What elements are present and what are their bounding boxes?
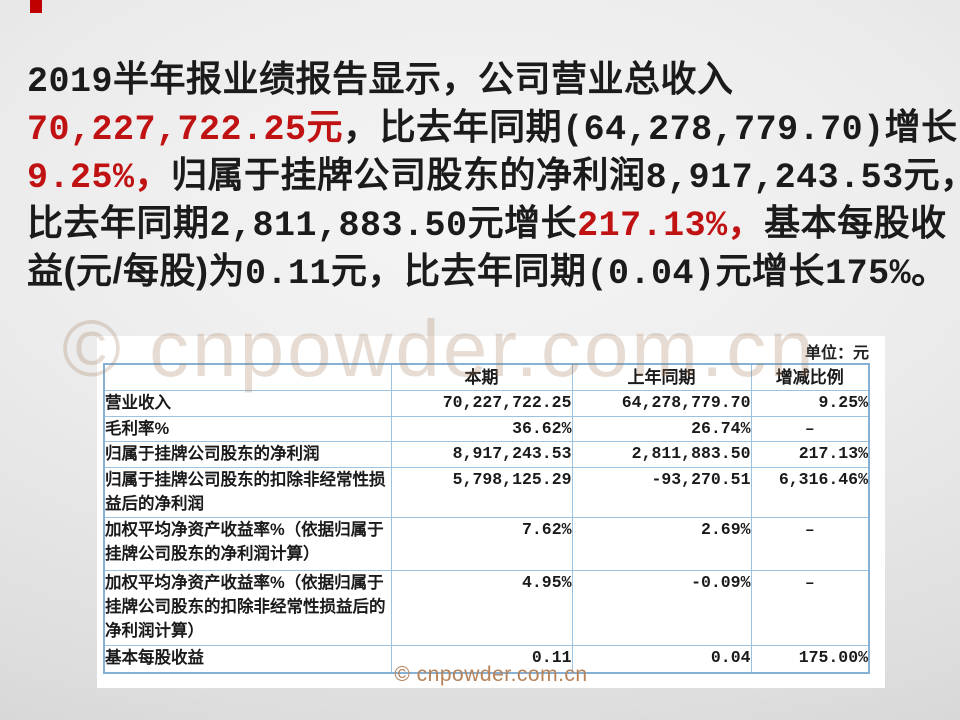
financial-table: 本期 上年同期 增减比例 营业收入 70,227,722.25 64,278,7… [103, 363, 870, 674]
white-panel: 单位：元 本期 上年同期 增减比例 营业收入 70,227,722.25 64,… [97, 336, 885, 688]
table-row: 归属于挂牌公司股东的净利润 8,917,243.53 2,811,883.50 … [103, 441, 870, 468]
table-row: 毛利率% 36.62% 26.74% – [103, 416, 870, 442]
intro-number: (64,278,779.70) [562, 110, 885, 150]
change-value-cell: 175.00% [750, 645, 870, 673]
intro-number: 8,917,243.53 [645, 158, 904, 198]
intro-text: 半年报业绩报告显示，公司营业总收入 [113, 58, 734, 99]
prior-value-cell: 0.04 [571, 645, 752, 673]
row-label-cell: 毛利率% [103, 416, 392, 442]
intro-number: 2,811,883.50 [209, 206, 468, 246]
row-label-cell: 归属于挂牌公司股东的扣除非经常性损益后的净利润 [103, 467, 392, 518]
intro-line: 益(元/每股)为0.11元，比去年同期(0.04)元增长175%。 [27, 247, 947, 295]
intro-text: 基本每股收 [764, 202, 947, 243]
current-value-cell: 0.11 [390, 645, 573, 673]
prior-value-cell: 2,811,883.50 [571, 441, 752, 468]
change-value-cell: – [750, 416, 870, 442]
intro-text: 元增长 [715, 250, 826, 291]
row-label-cell: 加权平均净资产收益率%（依据归属于挂牌公司股东的扣除非经常性损益后的净利润计算） [103, 570, 392, 646]
intro-text: ，比去年同期 [343, 106, 563, 147]
intro-highlight-number: 70,227,722.25 [27, 110, 307, 150]
intro-line: 比去年同期2,811,883.50元增长217.13%，基本每股收 [27, 199, 946, 247]
header-change-ratio: 增减比例 [750, 363, 870, 391]
change-value-cell: 217.13% [750, 441, 870, 468]
current-value-cell: 7.62% [390, 517, 573, 571]
intro-highlight: ， [134, 154, 172, 195]
change-value-cell: – [750, 517, 870, 571]
current-value-cell: 5,798,125.29 [390, 467, 573, 518]
table-row: 加权平均净资产收益率%（依据归属于挂牌公司股东的扣除非经常性损益后的净利润计算）… [103, 570, 870, 646]
intro-number: 175% [825, 254, 912, 294]
header-empty-cell [103, 363, 392, 391]
intro-text: 元增长 [467, 202, 578, 243]
prior-value-cell: -93,270.51 [571, 467, 752, 518]
current-value-cell: 36.62% [390, 416, 573, 442]
intro-text: 增长 [884, 106, 958, 147]
intro-number: 2019 [27, 62, 114, 102]
table-header-row: 本期 上年同期 增减比例 [103, 363, 870, 391]
intro-paragraph: 2019半年报业绩报告显示，公司营业总收入 70,227,722.25元，比去年… [27, 55, 960, 295]
current-value-cell: 4.95% [390, 570, 573, 646]
prior-value-cell: -0.09% [571, 570, 752, 646]
intro-line: 2019半年报业绩报告显示，公司营业总收入 [27, 55, 942, 103]
row-label-cell: 营业收入 [103, 390, 392, 417]
prior-value-cell: 2.69% [571, 517, 752, 571]
change-value-cell: 6,316.46% [750, 467, 870, 518]
intro-text: 元， [903, 154, 960, 195]
intro-text: 益(元/每股)为 [27, 250, 245, 291]
current-value-cell: 8,917,243.53 [390, 441, 573, 468]
change-value-cell: 9.25% [750, 390, 870, 417]
intro-line: 70,227,722.25元，比去年同期(64,278,779.70)增长 [27, 103, 957, 151]
intro-line: 9.25%，归属于挂牌公司股东的净利润8,917,243.53元， [27, 151, 960, 199]
intro-text: 归属于挂牌公司股东的净利润 [171, 154, 646, 195]
header-prior-period: 上年同期 [571, 363, 752, 391]
row-label-cell: 加权平均净资产收益率%（依据归属于挂牌公司股东的净利润计算） [103, 517, 392, 571]
current-value-cell: 70,227,722.25 [390, 390, 573, 417]
intro-highlight: 元 [306, 106, 344, 147]
table-row: 归属于挂牌公司股东的扣除非经常性损益后的净利润 5,798,125.29 -93… [103, 467, 870, 518]
intro-highlight: ， [727, 202, 765, 243]
table-row: 加权平均净资产收益率%（依据归属于挂牌公司股东的净利润计算） 7.62% 2.6… [103, 517, 870, 571]
table-row: 基本每股收益 0.11 0.04 175.00% [103, 645, 870, 673]
row-label-cell: 基本每股收益 [103, 645, 392, 673]
intro-number: 0.11 [244, 254, 331, 294]
intro-highlight-number: 217.13% [577, 206, 728, 246]
intro-text: 。 [911, 250, 948, 291]
intro-highlight-number: 9.25% [27, 158, 135, 198]
table-row: 营业收入 70,227,722.25 64,278,779.70 9.25% [103, 390, 870, 417]
prior-value-cell: 26.74% [571, 416, 752, 442]
intro-text: 元，比去年同期 [331, 250, 587, 291]
unit-label: 单位：元 [804, 345, 869, 362]
red-accent-mark [30, 0, 42, 13]
row-label-cell: 归属于挂牌公司股东的净利润 [103, 441, 392, 468]
change-value-cell: – [750, 570, 870, 646]
header-current-period: 本期 [390, 363, 573, 391]
intro-text: 比去年同期 [27, 202, 210, 243]
footer-credit: © cnpowder.com.cn [394, 663, 588, 686]
prior-value-cell: 64,278,779.70 [571, 390, 752, 417]
intro-number: (0.04) [586, 254, 716, 294]
